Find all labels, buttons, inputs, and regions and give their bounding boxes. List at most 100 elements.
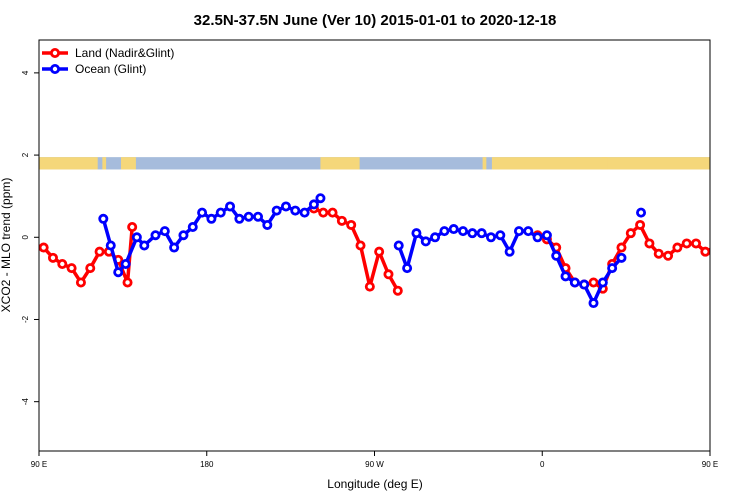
data-point — [420, 236, 431, 247]
land-strip-segment — [102, 157, 107, 170]
x-axis-label: Longitude (deg E) — [327, 477, 422, 491]
data-point — [374, 246, 385, 257]
data-point — [120, 258, 131, 269]
data-point — [197, 207, 208, 218]
data-point — [57, 258, 68, 269]
data-point — [364, 281, 375, 292]
data-point — [495, 230, 506, 241]
data-point — [105, 240, 116, 251]
y-axis-label: XCO2 - MLO trend (ppm) — [0, 178, 13, 313]
land-strip-segment — [482, 157, 487, 170]
data-point — [392, 285, 403, 296]
data-point — [709, 245, 710, 250]
data-point — [336, 215, 347, 226]
data-point — [150, 230, 161, 241]
data-point — [485, 232, 496, 243]
data-point — [393, 240, 404, 251]
data-point — [85, 263, 96, 274]
data-point — [439, 226, 450, 237]
y-tick-label: 4 — [21, 70, 30, 75]
data-point — [383, 269, 394, 280]
data-point — [290, 205, 301, 216]
data-point — [579, 279, 590, 290]
data-point — [588, 277, 599, 288]
data-point — [607, 263, 618, 274]
data-point — [66, 263, 77, 274]
data-point — [215, 207, 226, 218]
data-point — [467, 228, 478, 239]
data-point — [691, 238, 702, 249]
legend-marker — [50, 48, 61, 59]
chart-title: 32.5N-37.5N June (Ver 10) 2015-01-01 to … — [194, 12, 557, 29]
data-point — [739, 265, 746, 272]
data-point — [308, 199, 319, 210]
data-point — [39, 242, 49, 253]
data-point — [569, 277, 580, 288]
data-point — [47, 252, 58, 263]
data-point — [280, 201, 291, 212]
series-ocean-glint — [98, 193, 647, 309]
data-point — [560, 271, 571, 282]
data-point — [635, 219, 646, 230]
x-axis: 90 E 180 90 W 0 90 E — [31, 451, 718, 469]
data-point — [616, 252, 627, 263]
data-point — [458, 226, 469, 237]
data-point — [355, 240, 366, 251]
data-point — [616, 242, 627, 253]
data-point — [644, 238, 655, 249]
land-strip-segment — [320, 157, 360, 170]
data-point — [476, 228, 487, 239]
data-point — [588, 298, 599, 309]
data-point — [271, 205, 282, 216]
data-point — [318, 207, 329, 218]
legend-marker — [50, 64, 61, 75]
data-point — [504, 246, 515, 257]
y-tick-label: -4 — [21, 398, 30, 406]
data-point — [700, 246, 710, 257]
x-tick-label: 0 — [540, 460, 545, 469]
x-tick-label: 180 — [200, 460, 214, 469]
legend-item: Ocean (Glint) — [42, 62, 146, 76]
data-point — [523, 226, 534, 237]
data-point — [127, 222, 138, 233]
y-tick-label: -2 — [21, 315, 30, 323]
data-point — [430, 232, 441, 243]
data-point — [187, 222, 198, 233]
data-point — [346, 219, 357, 230]
x-tick-label: 90 E — [31, 460, 47, 469]
data-point — [113, 267, 124, 278]
data-point — [327, 207, 338, 218]
data-point — [636, 207, 647, 218]
series-line — [313, 206, 400, 292]
legend: Land (Nadir&Glint) Ocean (Glint) — [42, 46, 174, 76]
x-tick-label: 90 W — [365, 460, 384, 469]
land-strip-segment — [575, 157, 580, 170]
data-point — [169, 242, 180, 253]
y-tick-label: 2 — [21, 152, 30, 157]
data-point — [513, 226, 524, 237]
legend-label: Ocean (Glint) — [75, 62, 146, 76]
data-point — [402, 263, 413, 274]
data-point — [122, 277, 133, 288]
series-layer — [39, 193, 746, 309]
data-point — [206, 213, 217, 224]
data-point — [315, 193, 326, 204]
data-point — [597, 277, 608, 288]
data-point — [131, 232, 142, 243]
land-sea-strip — [39, 157, 710, 170]
data-point — [299, 207, 310, 218]
data-point — [139, 240, 150, 251]
legend-label: Land (Nadir&Glint) — [75, 46, 174, 60]
data-point — [234, 213, 245, 224]
data-point — [720, 254, 727, 261]
y-axis: -4 -2 0 2 4 — [21, 70, 39, 405]
data-point — [243, 211, 254, 222]
legend-item: Land (Nadir&Glint) — [42, 46, 174, 60]
data-point — [253, 211, 264, 222]
data-point — [448, 224, 459, 235]
land-strip-segment — [491, 157, 710, 170]
data-point — [653, 248, 664, 259]
data-point — [178, 230, 189, 241]
y-tick-label: 0 — [21, 235, 30, 240]
